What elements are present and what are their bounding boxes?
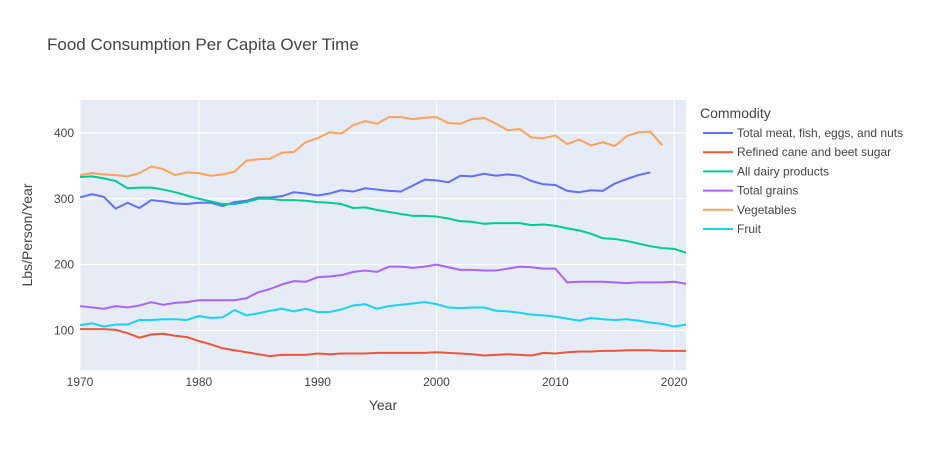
legend-title: Commodity [700, 105, 771, 121]
y-axis-title: Lbs/Person/Year [19, 183, 35, 286]
legend-item[interactable]: Total grains [703, 184, 798, 198]
legend-item[interactable]: Refined cane and beet sugar [703, 145, 891, 159]
legend-label: Total meat, fish, eggs, and nuts [737, 126, 903, 140]
y-tick-label: 100 [54, 323, 74, 337]
x-tick-label: 1970 [67, 375, 94, 389]
legend-item[interactable]: Total meat, fish, eggs, and nuts [703, 126, 903, 140]
x-tick-label: 1990 [304, 375, 331, 389]
legend: Total meat, fish, eggs, and nuts Refined … [703, 126, 903, 236]
y-tick-label: 200 [54, 258, 74, 272]
y-axis-ticks: 100 200 300 400 [54, 126, 74, 338]
y-tick-label: 300 [54, 192, 74, 206]
legend-label: All dairy products [737, 164, 829, 178]
legend-label: Total grains [737, 184, 798, 198]
series-line-4 [79, 263, 687, 310]
series-lines [79, 116, 687, 358]
series-line-1 [79, 171, 651, 210]
x-axis-ticks: 1970 1980 1990 2000 2010 2020 [67, 375, 688, 389]
legend-label: Fruit [737, 222, 762, 236]
x-tick-label: 2020 [661, 375, 688, 389]
legend-item[interactable]: Vegetables [703, 203, 796, 217]
series-line-3 [79, 175, 687, 254]
x-tick-label: 2000 [423, 375, 450, 389]
legend-item[interactable]: Fruit [703, 222, 762, 236]
series-line-5 [79, 116, 663, 178]
x-tick-label: 1980 [185, 375, 212, 389]
plot-area [80, 100, 686, 370]
series-line-2 [80, 328, 686, 358]
gridlines [79, 100, 686, 370]
y-tick-label: 400 [54, 126, 74, 140]
series-line-6 [79, 301, 687, 328]
x-axis-title: Year [369, 397, 398, 413]
chart-title: Food Consumption Per Capita Over Time [47, 35, 359, 54]
x-tick-label: 2010 [542, 375, 569, 389]
legend-label: Refined cane and beet sugar [737, 145, 891, 159]
legend-label: Vegetables [737, 203, 796, 217]
legend-item[interactable]: All dairy products [703, 164, 829, 178]
